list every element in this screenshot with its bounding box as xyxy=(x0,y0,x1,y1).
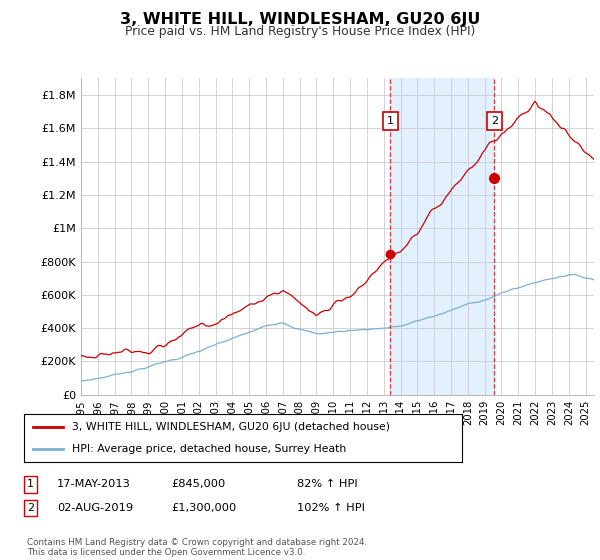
Text: 2: 2 xyxy=(491,116,498,126)
Text: £1,300,000: £1,300,000 xyxy=(171,503,236,513)
Text: 1: 1 xyxy=(27,479,34,489)
Text: £845,000: £845,000 xyxy=(171,479,225,489)
Text: 102% ↑ HPI: 102% ↑ HPI xyxy=(297,503,365,513)
Text: 3, WHITE HILL, WINDLESHAM, GU20 6JU: 3, WHITE HILL, WINDLESHAM, GU20 6JU xyxy=(120,12,480,27)
Text: Price paid vs. HM Land Registry's House Price Index (HPI): Price paid vs. HM Land Registry's House … xyxy=(125,25,475,38)
Text: 2: 2 xyxy=(27,503,34,513)
Bar xyxy=(390,78,494,395)
Text: Contains HM Land Registry data © Crown copyright and database right 2024.
This d: Contains HM Land Registry data © Crown c… xyxy=(27,538,367,557)
Text: 17-MAY-2013: 17-MAY-2013 xyxy=(57,479,131,489)
Text: 82% ↑ HPI: 82% ↑ HPI xyxy=(297,479,358,489)
Text: 1: 1 xyxy=(386,116,394,126)
Text: HPI: Average price, detached house, Surrey Heath: HPI: Average price, detached house, Surr… xyxy=(72,444,346,454)
Text: 3, WHITE HILL, WINDLESHAM, GU20 6JU (detached house): 3, WHITE HILL, WINDLESHAM, GU20 6JU (det… xyxy=(72,422,390,432)
Text: 02-AUG-2019: 02-AUG-2019 xyxy=(57,503,133,513)
